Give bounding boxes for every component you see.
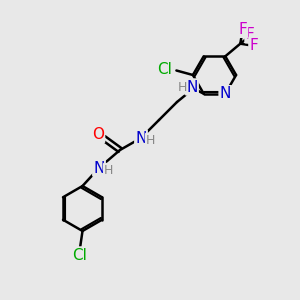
Text: H: H — [104, 164, 113, 177]
Text: N: N — [186, 80, 198, 94]
Text: N: N — [220, 86, 231, 101]
Text: O: O — [92, 127, 104, 142]
Text: Cl: Cl — [72, 248, 87, 262]
Text: F: F — [238, 22, 247, 37]
Text: N: N — [93, 160, 105, 175]
Text: F: F — [249, 38, 258, 53]
Text: Cl: Cl — [157, 62, 172, 77]
Text: F: F — [245, 27, 254, 42]
Text: H: H — [177, 80, 187, 94]
Text: N: N — [135, 130, 147, 146]
Text: H: H — [146, 134, 155, 147]
